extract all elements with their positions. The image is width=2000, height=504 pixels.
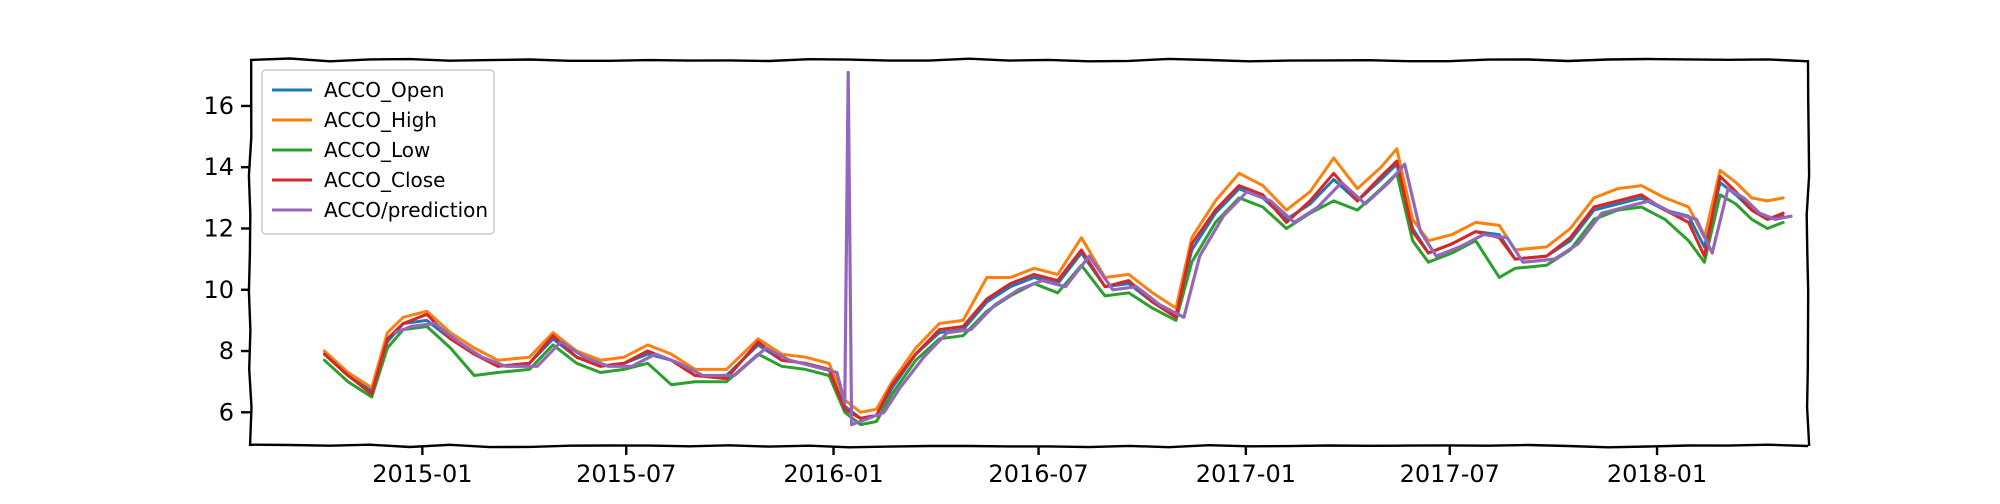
plot-frame xyxy=(247,57,1811,449)
legend-label: ACCO/prediction xyxy=(324,198,488,222)
legend-box xyxy=(261,69,495,235)
x-tick-label: 2016-07 xyxy=(988,460,1088,488)
series-line-acco-prediction xyxy=(393,70,1793,427)
legend-label: ACCO_Open xyxy=(324,78,444,102)
legend-label: ACCO_Close xyxy=(324,168,445,192)
legend-label: ACCO_Low xyxy=(324,138,430,162)
x-tick-label: 2018-01 xyxy=(1607,460,1707,488)
x-axis: 2015-01 2015-07 2016-01 2016-07 2017-01 2017-… xyxy=(372,446,1707,488)
x-tick-label: 2016-01 xyxy=(783,460,883,488)
x-tick-label: 2015-01 xyxy=(372,460,472,488)
y-tick-label: 8 xyxy=(219,337,234,365)
y-tick-label: 10 xyxy=(203,276,234,304)
x-tick-label: 2017-07 xyxy=(1400,460,1500,488)
series-layer xyxy=(322,70,1793,427)
y-tick-label: 6 xyxy=(219,398,234,426)
legend-label: ACCO_High xyxy=(324,108,437,132)
x-tick-label: 2017-01 xyxy=(1196,460,1296,488)
series-line-acco-close xyxy=(322,159,1785,420)
legend: ACCO_Open ACCO_High ACCO_Low ACCO_Close ACCO… xyxy=(261,69,495,235)
series-line-acco-low xyxy=(322,171,1785,427)
y-axis: 6 8 10 12 14 16 xyxy=(203,92,250,426)
y-tick-label: 16 xyxy=(203,92,234,120)
y-tick-label: 12 xyxy=(203,214,234,242)
y-tick-label: 14 xyxy=(203,153,234,181)
x-tick-label: 2015-07 xyxy=(576,460,676,488)
